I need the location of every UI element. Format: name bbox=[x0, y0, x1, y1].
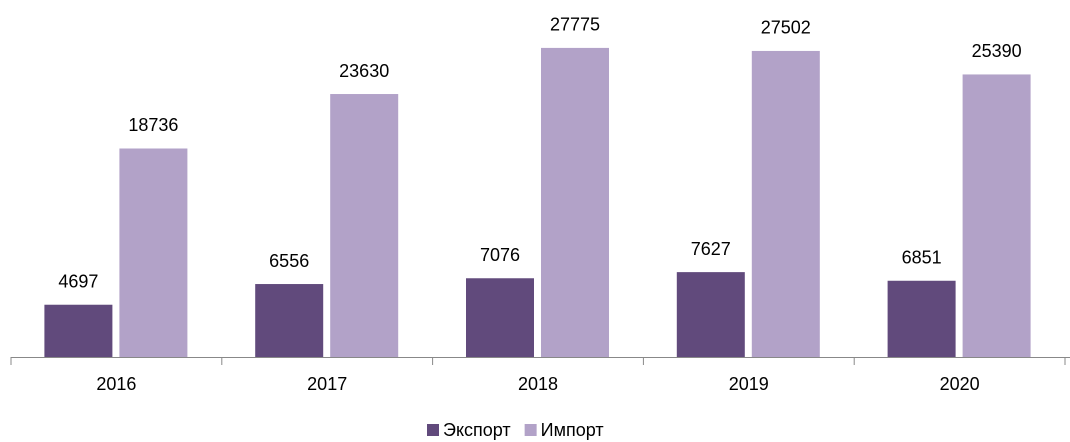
data-label: 6851 bbox=[902, 248, 942, 268]
data-label: 7076 bbox=[480, 245, 520, 265]
data-label: 6556 bbox=[269, 251, 309, 271]
data-label: 18736 bbox=[128, 115, 178, 135]
x-tick-label: 2020 bbox=[940, 374, 980, 394]
x-tick-label: 2017 bbox=[307, 374, 347, 394]
data-label: 7627 bbox=[691, 239, 731, 259]
legend-swatch bbox=[427, 424, 439, 436]
legend-swatch bbox=[524, 424, 537, 436]
data-label: 4697 bbox=[58, 271, 98, 291]
data-label: 23630 bbox=[339, 61, 389, 81]
legend-label: Экспорт bbox=[443, 420, 511, 440]
bar bbox=[676, 272, 745, 357]
bar bbox=[541, 47, 609, 357]
bar bbox=[466, 278, 534, 357]
bar bbox=[119, 148, 188, 357]
data-label: 27775 bbox=[550, 15, 600, 35]
data-label: 25390 bbox=[972, 41, 1022, 61]
x-tick-label: 2018 bbox=[518, 374, 558, 394]
bar bbox=[44, 304, 113, 357]
bar bbox=[962, 74, 1031, 358]
bar bbox=[330, 94, 399, 357]
legend-label: Импорт bbox=[541, 420, 604, 440]
bar bbox=[255, 284, 324, 357]
x-tick-label: 2016 bbox=[96, 374, 136, 394]
bar bbox=[887, 280, 956, 357]
bar bbox=[751, 50, 820, 358]
data-label: 27502 bbox=[761, 18, 811, 38]
x-tick-label: 2019 bbox=[729, 374, 769, 394]
